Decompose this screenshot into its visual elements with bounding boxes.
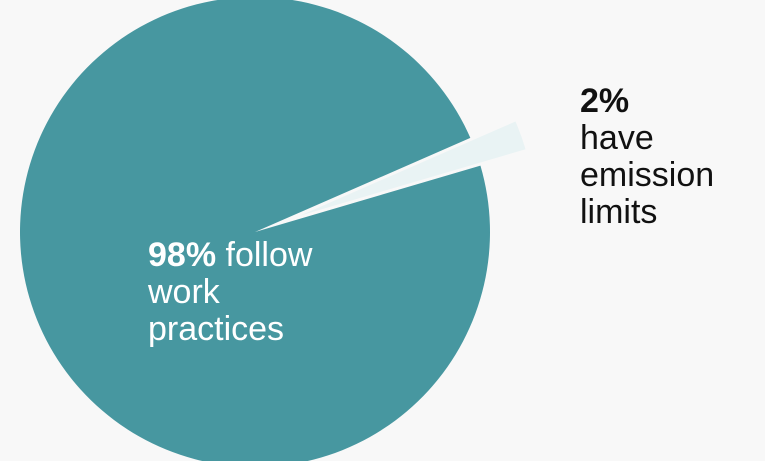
minor-slice-text-4: limits [580, 194, 714, 231]
major-slice-text-3: practices [148, 311, 312, 348]
minor-slice-text-2: have [580, 120, 714, 157]
major-slice-text-2: work [148, 274, 312, 311]
major-slice-label: 98% follow work practices [148, 237, 312, 348]
minor-slice-text-3: emission [580, 157, 714, 194]
minor-slice-label: 2% have emission limits [580, 83, 714, 231]
major-slice-text-1: follow [216, 236, 312, 274]
minor-slice-percent: 2% [580, 82, 629, 120]
major-slice-percent: 98% [148, 236, 216, 274]
pie-slice-major [20, 0, 490, 461]
